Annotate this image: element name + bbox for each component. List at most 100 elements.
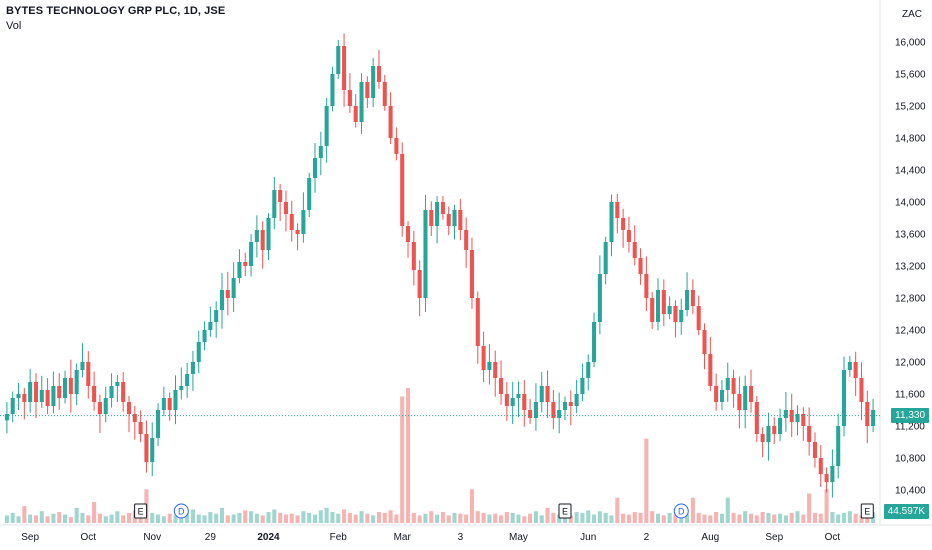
candle-body — [301, 210, 306, 234]
earnings-marker[interactable]: E — [860, 503, 874, 519]
volume-bar — [586, 510, 591, 523]
candle-body — [452, 210, 457, 226]
candle-body — [679, 310, 684, 322]
candle-body — [632, 242, 637, 258]
time-tick-label: Oct — [81, 532, 97, 543]
volume-bar — [103, 516, 108, 523]
candle-body — [4, 414, 9, 421]
candle-body — [173, 390, 178, 410]
volume-bar — [487, 514, 492, 523]
candle-body — [807, 426, 812, 442]
price-tick-label: 10,400 — [895, 486, 926, 497]
price-tick-label: 12,400 — [895, 326, 926, 337]
volume-bar — [260, 515, 265, 523]
candle-body — [86, 362, 91, 386]
volume-bar — [778, 513, 783, 523]
volume-bar — [16, 516, 21, 523]
volume-bar — [597, 511, 602, 523]
candle-body — [132, 414, 137, 422]
candle-body — [533, 402, 538, 418]
candle-body — [359, 82, 364, 122]
volume-bar — [696, 512, 701, 523]
candle-body — [231, 278, 236, 298]
volume-bar — [574, 512, 579, 523]
volume-bar — [440, 512, 445, 523]
price-tick-label: 15,600 — [895, 70, 926, 81]
candle-body — [603, 242, 608, 274]
candle-body — [801, 414, 806, 426]
volume-bar — [39, 511, 44, 523]
volume-bar — [731, 512, 736, 523]
candle-body — [772, 426, 777, 434]
volume-bar — [249, 511, 254, 523]
candle-body — [475, 298, 480, 346]
candle-body — [121, 382, 126, 402]
candle-body — [405, 226, 411, 242]
candle-body — [516, 394, 521, 398]
candle-body — [167, 398, 172, 410]
volume-indicator-label[interactable]: Vol — [6, 20, 22, 32]
candle-body — [702, 330, 707, 354]
candle-body — [208, 322, 213, 330]
volume-bar — [28, 514, 33, 523]
candle-body — [469, 250, 475, 298]
volume-bar — [4, 515, 9, 523]
candle-body — [150, 438, 155, 462]
time-tick-label: Oct — [825, 532, 841, 543]
candle-body — [435, 202, 440, 226]
current-volume-badge: 44.597K — [883, 504, 929, 519]
candle-body — [33, 382, 39, 402]
candle-body — [388, 106, 393, 138]
price-tick-label: 12,800 — [895, 294, 926, 305]
candle-body — [144, 434, 149, 462]
candle-body — [830, 466, 835, 482]
volume-bar — [609, 515, 614, 523]
volume-bar — [818, 513, 823, 523]
candle-body — [324, 106, 329, 146]
volume-bar — [382, 512, 387, 523]
volume-bar — [411, 512, 416, 523]
volume-bar — [342, 509, 347, 523]
volume-bar — [464, 514, 469, 523]
volume-bar — [138, 515, 143, 523]
time-tick-label: Jun — [580, 532, 596, 543]
candle-body — [45, 390, 50, 406]
volume-bar — [499, 515, 504, 523]
volume-bar — [231, 514, 236, 523]
volume-bar — [504, 512, 509, 523]
candle-body — [812, 442, 817, 458]
volume-bar — [92, 501, 97, 523]
candle-body — [545, 386, 550, 402]
dividend-marker[interactable]: D — [673, 503, 689, 519]
time-tick-label: 2 — [644, 532, 650, 543]
candle-body — [214, 310, 219, 322]
earnings-marker[interactable]: E — [134, 503, 148, 519]
price-tick-label: 14,400 — [895, 166, 926, 177]
volume-bar — [417, 515, 422, 523]
candle-body — [68, 378, 73, 394]
volume-bar — [621, 513, 626, 523]
candle-body — [748, 386, 754, 402]
candle-body — [39, 390, 44, 402]
candle-body — [760, 434, 765, 442]
candle-body — [97, 402, 102, 414]
volume-bar — [376, 512, 381, 523]
time-tick-label: 2024 — [257, 532, 280, 543]
volume-bar — [725, 497, 730, 523]
currency-unit-label[interactable]: ZAC — [902, 9, 922, 20]
candle-body — [225, 290, 230, 298]
volume-bar — [592, 514, 597, 523]
price-tick-label: 12,000 — [895, 358, 926, 369]
candle-body — [661, 290, 666, 314]
volume-bar — [481, 512, 486, 523]
earnings-marker[interactable]: E — [558, 503, 572, 519]
candle-body — [283, 202, 288, 214]
volume-bar — [551, 512, 556, 523]
candle-body — [196, 342, 201, 362]
dividend-marker[interactable]: D — [173, 503, 189, 519]
volume-bar — [330, 512, 335, 523]
volume-bar — [185, 512, 190, 523]
volume-bar — [545, 507, 550, 523]
candle-body — [487, 362, 492, 370]
